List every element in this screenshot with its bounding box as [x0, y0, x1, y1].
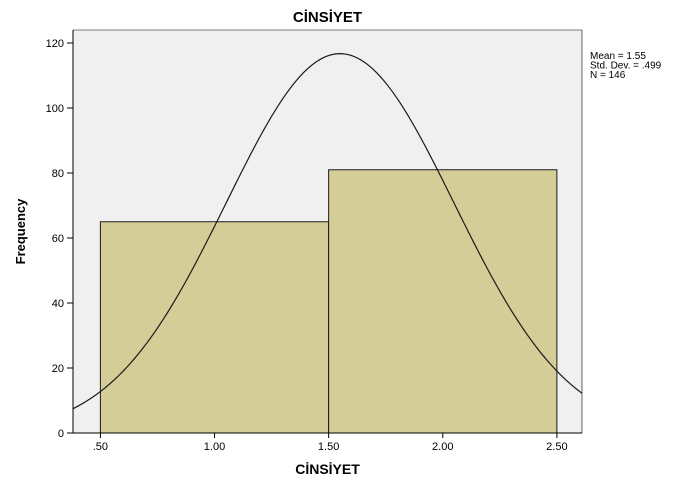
y-tick-label: 80: [52, 168, 64, 180]
x-tick-label: 2.00: [432, 441, 453, 453]
histogram-bar-1: [99, 221, 330, 434]
y-axis-label: Frequency: [13, 198, 28, 265]
y-tick-label: 120: [46, 38, 64, 50]
y-tick-label: 20: [52, 363, 64, 375]
stats-line-1: Mean = 1.55: [590, 51, 646, 62]
y-tick-label: 100: [46, 103, 64, 115]
x-axis-label: CİNSİYET: [295, 461, 360, 477]
x-tick-label: .50: [93, 441, 108, 453]
x-tick-label: 1.50: [318, 441, 339, 453]
y-tick-label: 40: [52, 298, 64, 310]
stats-line-3: N = 146: [590, 70, 626, 81]
histogram-bar-2: [328, 169, 558, 434]
x-tick-label: 1.00: [204, 441, 225, 453]
y-tick-label: 60: [52, 233, 64, 245]
y-tick-label: 0: [58, 428, 64, 440]
x-tick-label: 2.50: [546, 441, 567, 453]
stats-line-2: Std. Dev. = .499: [590, 61, 662, 72]
chart-title: CİNSİYET: [293, 9, 362, 26]
normal-curve: [72, 53, 583, 410]
